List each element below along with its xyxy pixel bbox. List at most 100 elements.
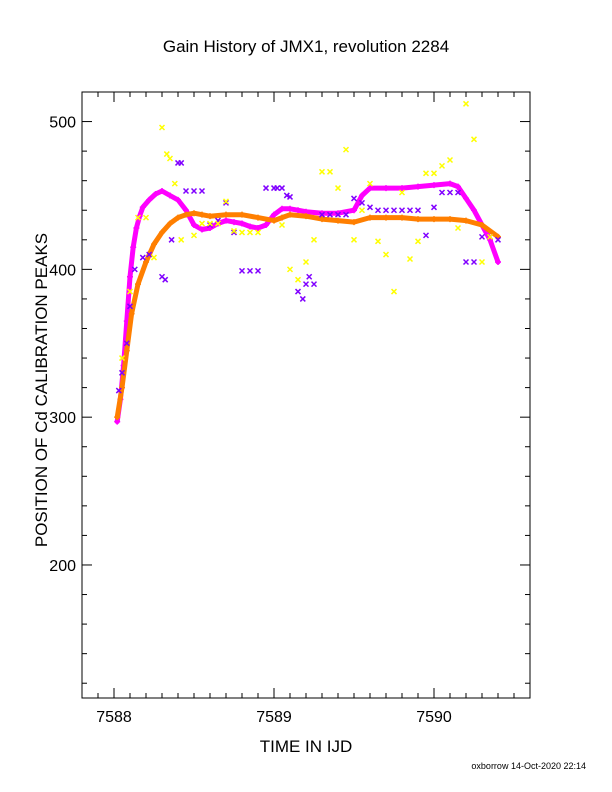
data-point xyxy=(406,207,414,214)
y-minor-ticks xyxy=(82,150,530,684)
data-point xyxy=(254,267,262,274)
data-point xyxy=(438,189,446,196)
data-point xyxy=(306,273,313,280)
data-point xyxy=(163,151,170,158)
data-point xyxy=(382,251,390,258)
data-point xyxy=(310,281,318,288)
series-line xyxy=(114,210,501,420)
data-point xyxy=(130,244,137,251)
data-point xyxy=(454,189,462,196)
data-point xyxy=(143,258,149,265)
data-point xyxy=(127,273,133,280)
data-point xyxy=(168,236,175,243)
data-point xyxy=(350,195,358,202)
data-point xyxy=(223,211,229,218)
data-point xyxy=(414,207,422,214)
data-point xyxy=(191,210,197,217)
data-point xyxy=(159,229,165,236)
data-point xyxy=(446,156,454,164)
data-point xyxy=(246,229,254,236)
data-point xyxy=(359,192,365,199)
data-point xyxy=(118,355,126,362)
data-point xyxy=(334,211,342,218)
data-point xyxy=(390,288,398,295)
data-point xyxy=(319,216,325,223)
data-point xyxy=(278,185,286,192)
data-point xyxy=(422,170,430,177)
data-point xyxy=(422,232,430,239)
data-point xyxy=(230,227,238,234)
data-point xyxy=(271,217,277,224)
data-point xyxy=(254,229,262,236)
data-point xyxy=(399,185,405,192)
data-point xyxy=(286,193,294,200)
data-point xyxy=(335,217,341,224)
x-tick-label: 7589 xyxy=(256,709,292,726)
y-tick-label: 500 xyxy=(49,115,76,132)
series-2 xyxy=(114,210,501,421)
data-point xyxy=(471,207,477,214)
data-point xyxy=(415,183,421,190)
data-point xyxy=(123,347,130,354)
data-point xyxy=(287,205,293,212)
data-point xyxy=(310,236,318,243)
y-tick-label: 300 xyxy=(49,410,76,427)
x-axis-label: TIME IN IJD xyxy=(260,737,353,756)
data-point xyxy=(351,207,357,214)
data-point xyxy=(479,222,485,229)
data-point xyxy=(175,214,181,221)
data-point xyxy=(431,216,437,223)
data-point xyxy=(239,220,245,227)
x-tick-label: 7590 xyxy=(416,709,452,726)
data-point xyxy=(438,162,446,169)
data-point xyxy=(447,216,453,223)
data-point xyxy=(190,232,198,239)
data-point xyxy=(115,387,122,394)
data-point xyxy=(206,221,214,229)
data-point xyxy=(367,185,373,192)
data-point xyxy=(207,213,213,220)
data-point xyxy=(182,187,190,195)
data-point xyxy=(398,207,406,214)
data-point xyxy=(152,190,159,197)
data-point xyxy=(446,189,454,196)
data-point xyxy=(222,198,230,205)
data-point xyxy=(390,207,398,214)
data-point xyxy=(126,303,134,310)
data-point xyxy=(183,211,189,218)
data-point xyxy=(283,192,290,199)
data-point xyxy=(118,369,126,376)
data-point xyxy=(238,267,246,274)
data-point xyxy=(399,214,405,221)
data-series xyxy=(114,100,502,425)
data-point xyxy=(278,221,286,229)
data-point xyxy=(262,185,270,192)
data-point xyxy=(318,211,326,218)
data-point xyxy=(415,216,421,223)
x-minor-ticks xyxy=(81,92,531,698)
y-tick-label: 200 xyxy=(49,558,76,575)
data-point xyxy=(358,207,366,214)
data-point xyxy=(318,168,326,175)
data-point xyxy=(366,204,374,211)
data-point xyxy=(350,236,358,243)
data-point xyxy=(175,196,181,203)
data-point xyxy=(462,258,470,266)
data-point xyxy=(166,155,174,162)
data-point xyxy=(146,196,153,203)
data-point xyxy=(238,229,246,236)
data-point xyxy=(382,207,390,214)
data-point xyxy=(279,205,285,212)
data-point xyxy=(159,188,165,195)
data-point xyxy=(431,182,437,189)
data-point xyxy=(231,219,237,226)
data-point xyxy=(470,136,478,143)
data-point xyxy=(279,214,285,221)
data-point xyxy=(383,185,389,192)
data-point xyxy=(150,254,158,261)
data-point xyxy=(342,211,350,218)
data-point xyxy=(486,233,494,240)
data-point xyxy=(454,224,462,232)
data-point xyxy=(162,276,169,283)
